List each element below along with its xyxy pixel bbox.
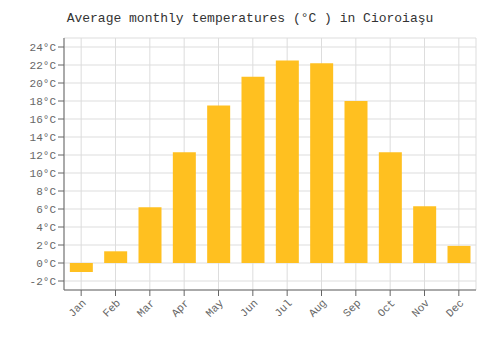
svg-text:Jun: Jun	[238, 297, 260, 319]
svg-text:18°C: 18°C	[30, 96, 57, 108]
svg-text:2°C: 2°C	[36, 240, 56, 252]
svg-text:0°C: 0°C	[36, 258, 56, 270]
svg-text:20°C: 20°C	[30, 78, 57, 90]
svg-text:Nov: Nov	[410, 297, 433, 320]
svg-text:Aug: Aug	[307, 297, 329, 319]
svg-text:Apr: Apr	[169, 297, 191, 319]
svg-text:Jan: Jan	[66, 297, 88, 319]
svg-text:14°C: 14°C	[30, 132, 57, 144]
svg-text:24°C: 24°C	[30, 42, 57, 54]
svg-text:Jul: Jul	[272, 297, 294, 319]
svg-text:16°C: 16°C	[30, 114, 57, 126]
svg-text:Dec: Dec	[444, 297, 466, 319]
svg-text:22°C: 22°C	[30, 60, 57, 72]
svg-text:10°C: 10°C	[30, 168, 57, 180]
svg-text:12°C: 12°C	[30, 150, 57, 162]
svg-text:Feb: Feb	[101, 297, 123, 319]
svg-text:May: May	[204, 297, 227, 320]
svg-text:Sep: Sep	[341, 297, 363, 319]
svg-text:Mar: Mar	[135, 297, 157, 319]
svg-text:6°C: 6°C	[36, 204, 56, 216]
svg-text:4°C: 4°C	[36, 222, 56, 234]
svg-text:Oct: Oct	[375, 297, 397, 319]
svg-text:-2°C: -2°C	[30, 276, 57, 288]
svg-text:8°C: 8°C	[36, 186, 56, 198]
html-text:Average monthly temperatures (: Average monthly temperatures (°C ) in Ci…	[66, 11, 434, 26]
